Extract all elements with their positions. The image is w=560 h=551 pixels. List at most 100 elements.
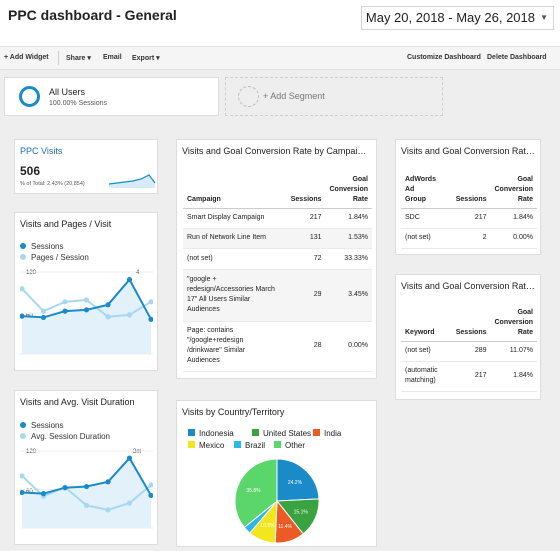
ppc-visits-value: 506 bbox=[20, 164, 41, 178]
legend-swatch-icon bbox=[274, 441, 281, 449]
dashboard-header: PPC dashboard - General May 20, 2018 - M… bbox=[0, 0, 560, 46]
visits-duration-title: Visits and Avg. Visit Duration bbox=[20, 397, 135, 407]
col-keyword[interactable]: Keyword bbox=[401, 303, 449, 342]
legend-swatch-icon bbox=[313, 429, 320, 437]
legend-brazil: Brazil bbox=[234, 441, 265, 450]
legend-dot-icon bbox=[20, 432, 26, 439]
segment-sessions-share: 100.00% Sessions bbox=[49, 100, 107, 107]
campaign-name[interactable]: Page: contains "/google+redesign /drinkw… bbox=[183, 321, 279, 372]
chevron-down-icon: ▼ bbox=[540, 13, 548, 22]
secondary-series-point bbox=[126, 312, 133, 318]
keyword-widget: Visits and Goal Conversion Rat… Keyword … bbox=[395, 274, 541, 400]
export-button[interactable]: Export ▾ bbox=[132, 55, 160, 62]
segment-all-users[interactable]: All Users 100.00% Sessions bbox=[4, 77, 219, 116]
segment-name: All Users bbox=[49, 87, 86, 97]
country-widget: Visits by Country/Territory Indonesia Un… bbox=[176, 400, 377, 547]
legend-sessions: Sessions bbox=[20, 242, 63, 251]
secondary-series-point bbox=[83, 502, 90, 508]
y-axis-right-top: 4 bbox=[136, 270, 140, 276]
campaign-sessions: 72 bbox=[279, 248, 326, 270]
toolbar: + Add Widget Share ▾ Email Export ▾ Cust… bbox=[0, 46, 560, 70]
add-widget-button[interactable]: + Add Widget bbox=[4, 54, 49, 61]
campaign-widget: Visits and Goal Conversion Rate by Campa… bbox=[176, 139, 377, 379]
adgroup-name[interactable]: SDC bbox=[401, 208, 440, 229]
sessions-point bbox=[148, 492, 153, 499]
keyword-sessions: 217 bbox=[449, 361, 491, 392]
ppc-visits-percent: % of Total: 2.43% (20,854) bbox=[20, 181, 85, 187]
legend-swatch-icon bbox=[252, 429, 259, 437]
campaign-rate: 0.00% bbox=[325, 321, 372, 372]
ppc-visits-title[interactable]: PPC Visits bbox=[20, 146, 63, 156]
legend-label: Sessions bbox=[31, 242, 64, 251]
sessions-area bbox=[22, 279, 151, 354]
col-sessions[interactable]: Sessions bbox=[449, 303, 491, 342]
legend-united-states: United States bbox=[252, 429, 311, 438]
delete-dashboard-button[interactable]: Delete Dashboard bbox=[487, 54, 547, 61]
table-row: (not set) 2 0.00% bbox=[401, 228, 537, 249]
legend-swatch-icon bbox=[188, 441, 195, 449]
col-goal-rate[interactable]: Goal Conversion Rate bbox=[325, 170, 372, 209]
sessions-area bbox=[22, 458, 151, 528]
campaign-sessions: 131 bbox=[279, 228, 326, 249]
sessions-point bbox=[148, 316, 153, 322]
legend-label: Brazil bbox=[245, 441, 266, 450]
col-sessions[interactable]: Sessions bbox=[439, 170, 491, 209]
table-row: SDC 217 1.84% bbox=[401, 208, 537, 229]
segment-ring-icon bbox=[19, 86, 40, 107]
campaign-title: Visits and Goal Conversion Rate by Campa… bbox=[182, 146, 367, 156]
adgroup-rate: 0.00% bbox=[490, 228, 537, 249]
add-segment-button[interactable]: + Add Segment bbox=[225, 77, 443, 116]
table-row: (automatic matching) 217 1.84% bbox=[401, 361, 537, 392]
secondary-series-point bbox=[105, 507, 111, 513]
page-title: PPC dashboard - General bbox=[8, 7, 177, 23]
campaign-sessions: 217 bbox=[279, 208, 326, 229]
table-row: Page: contains "/google+redesign /drinkw… bbox=[183, 321, 372, 372]
col-campaign[interactable]: Campaign bbox=[183, 170, 279, 209]
legend-label: Indonesia bbox=[199, 429, 234, 438]
sessions-point bbox=[20, 489, 25, 496]
adgroup-sessions: 217 bbox=[439, 208, 491, 229]
col-goal-rate[interactable]: Goal Conversion Rate bbox=[490, 303, 537, 342]
legend-label: Mexico bbox=[199, 441, 225, 450]
col-sessions[interactable]: Sessions bbox=[279, 170, 326, 209]
keyword-name[interactable]: (automatic matching) bbox=[401, 361, 449, 392]
legend-swatch-icon bbox=[188, 429, 195, 437]
secondary-series-point bbox=[148, 482, 153, 488]
legend-indonesia: Indonesia bbox=[188, 429, 234, 438]
y-axis-right-top: 3m bbox=[133, 449, 142, 455]
sessions-point bbox=[62, 485, 68, 491]
pie-slice-other bbox=[234, 458, 278, 529]
keyword-sessions: 289 bbox=[449, 341, 491, 362]
email-button[interactable]: Email bbox=[103, 54, 122, 61]
legend-sessions: Sessions bbox=[20, 421, 63, 430]
secondary-series-point bbox=[83, 297, 90, 303]
col-goal-rate[interactable]: Goal Conversion Rate bbox=[490, 170, 537, 209]
campaign-sessions: 29 bbox=[279, 269, 326, 322]
campaign-name[interactable]: Run of Network Line Item bbox=[183, 228, 279, 249]
campaign-name[interactable]: "google + redesign/Accessories March 17"… bbox=[183, 269, 279, 322]
keyword-rate: 11.07% bbox=[490, 341, 537, 362]
adgroup-name[interactable]: (not set) bbox=[401, 228, 440, 249]
campaign-name[interactable]: (not set) bbox=[183, 248, 279, 270]
date-range-picker[interactable]: May 20, 2018 - May 26, 2018 ▼ bbox=[360, 6, 554, 30]
country-pie-chart: 24.2% 15.1% 11.4%10.5% 35.8% bbox=[234, 458, 320, 544]
secondary-series-point bbox=[148, 299, 153, 305]
legend-label: Sessions bbox=[31, 421, 64, 430]
pie-slice-label: 24.2% bbox=[288, 480, 303, 486]
add-segment-circle-icon bbox=[238, 86, 259, 107]
campaign-name[interactable]: Smart Display Campaign bbox=[183, 208, 279, 229]
sessions-point bbox=[40, 314, 47, 321]
sessions-point bbox=[40, 491, 47, 497]
keyword-name[interactable]: (not set) bbox=[401, 341, 449, 362]
customize-dashboard-button[interactable]: Customize Dashboard bbox=[407, 54, 481, 61]
legend-dot-icon bbox=[20, 253, 26, 260]
col-ad-group[interactable]: AdWords Ad Group bbox=[401, 170, 440, 209]
share-button[interactable]: Share ▾ bbox=[66, 55, 91, 62]
legend-pages-session: Pages / Session bbox=[20, 253, 89, 262]
toolbar-divider bbox=[58, 51, 59, 65]
campaign-sessions: 28 bbox=[279, 321, 326, 372]
visits-pages-chart bbox=[20, 271, 153, 355]
visits-duration-chart bbox=[20, 450, 153, 529]
country-title: Visits by Country/Territory bbox=[182, 407, 285, 417]
pie-slice-label: 35.8% bbox=[246, 488, 261, 494]
